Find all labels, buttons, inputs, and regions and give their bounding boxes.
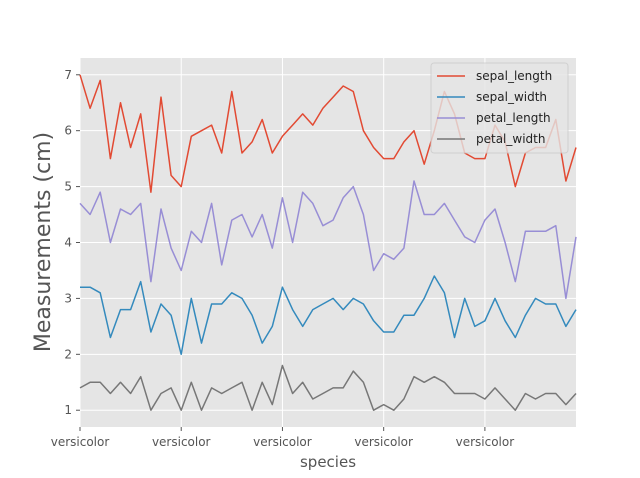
x-tick-label: versicolor	[354, 435, 413, 449]
series-line-petal-length	[79, 180, 577, 300]
legend-box	[430, 62, 569, 154]
y-tick-label: 6	[64, 124, 72, 138]
x-tick-label: versicolor	[152, 435, 211, 449]
y-tick-label: 7	[64, 68, 72, 82]
x-axis-title: species	[300, 453, 356, 471]
x-tick-label: versicolor	[253, 435, 312, 449]
y-tick-label: 1	[64, 403, 72, 417]
legend-label: petal_length	[476, 111, 551, 125]
legend-label: petal_width	[476, 132, 545, 146]
y-tick-label: 2	[64, 347, 72, 361]
series-line-petal-width	[79, 364, 577, 411]
y-axis-title: Measurements (cm)	[31, 132, 56, 352]
legend: sepal_length sepal_width petal_lengthpetal…	[430, 62, 569, 154]
y-tick-label: 5	[64, 180, 72, 194]
legend-label: sepal_length	[476, 69, 552, 83]
y-axis-ticks: 1 2 3 4 5 6 7	[64, 68, 80, 417]
x-tick-label: versicolor	[456, 435, 515, 449]
y-tick-label: 3	[64, 291, 72, 305]
y-tick-label: 4	[64, 236, 72, 250]
x-axis-ticks: versicolor versicolor versicolor versicolor…	[51, 427, 515, 449]
legend-label: sepal_width	[476, 90, 547, 104]
series-line-sepal-width	[80, 275, 577, 356]
x-tick-label: versicolor	[51, 435, 110, 449]
